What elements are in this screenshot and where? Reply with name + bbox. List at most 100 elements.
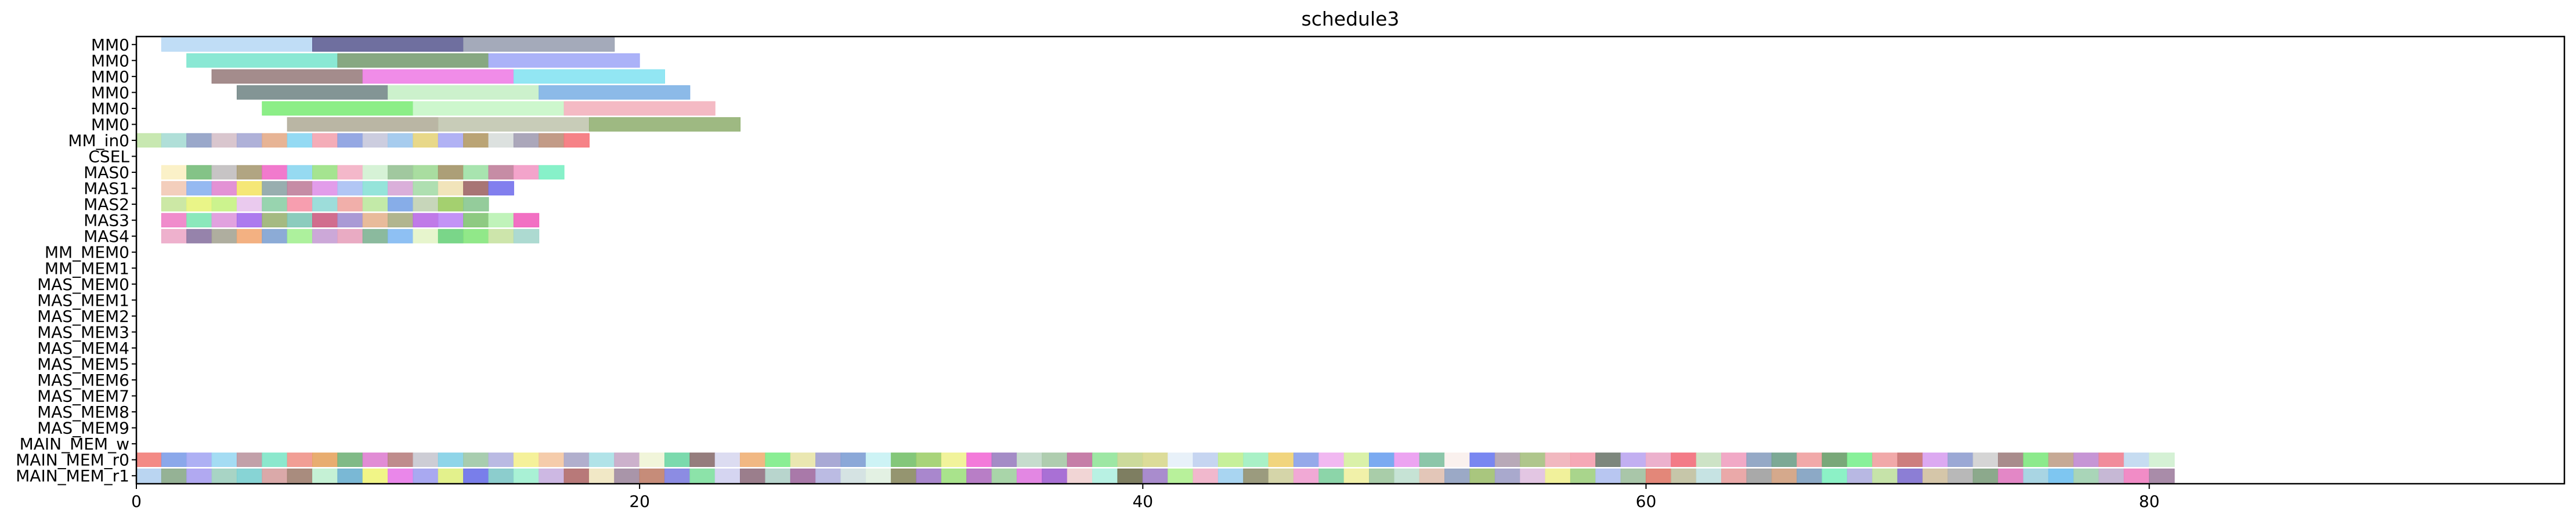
task-cell xyxy=(161,468,187,483)
task-cell xyxy=(236,165,263,180)
task-cell xyxy=(1394,468,1420,483)
task-cell xyxy=(312,468,338,483)
task-cell xyxy=(312,197,338,212)
task-cell xyxy=(1444,452,1471,467)
task-cell xyxy=(211,452,237,467)
task-cell xyxy=(1268,468,1294,483)
y-tick-label: MAS_MEM2 xyxy=(37,307,129,326)
task-cell xyxy=(513,229,540,244)
task-cell xyxy=(463,181,489,195)
x-tick-label: 40 xyxy=(1132,492,1153,511)
task-cell xyxy=(488,181,514,195)
task-bar xyxy=(463,37,615,52)
y-tick-label: MM0 xyxy=(91,35,129,55)
task-cell xyxy=(438,165,464,180)
task-bar xyxy=(236,85,389,100)
task-cell xyxy=(765,452,791,467)
task-cell xyxy=(2098,452,2125,467)
task-cell xyxy=(714,468,741,483)
task-cell xyxy=(916,468,942,483)
y-tick-label: MM0 xyxy=(91,83,129,102)
task-cell xyxy=(1671,452,1697,467)
task-cell xyxy=(815,452,841,467)
task-cell xyxy=(488,229,514,244)
task-cell xyxy=(438,133,464,148)
task-cell xyxy=(1771,468,1798,483)
task-cell xyxy=(1620,452,1646,467)
task-cell xyxy=(438,181,464,195)
y-tick-label: MAS_MEM9 xyxy=(37,419,129,438)
task-cell xyxy=(287,452,313,467)
task-cell xyxy=(563,468,590,483)
task-cell xyxy=(2073,452,2100,467)
task-cell xyxy=(161,452,187,467)
task-cell xyxy=(262,197,288,212)
task-cell xyxy=(186,181,212,195)
task-cell xyxy=(312,165,338,180)
task-cell xyxy=(413,133,439,148)
task-bar xyxy=(438,117,590,132)
task-cell xyxy=(287,133,313,148)
task-cell xyxy=(513,165,540,180)
task-cell xyxy=(362,213,389,228)
task-cell xyxy=(891,468,917,483)
task-bar xyxy=(312,37,464,52)
task-cell xyxy=(262,213,288,228)
task-cell xyxy=(312,452,338,467)
y-tick-label: MAS_MEM5 xyxy=(37,354,129,374)
task-cell xyxy=(1117,452,1143,467)
task-cell xyxy=(388,165,414,180)
task-cell xyxy=(1948,468,1974,483)
task-cell xyxy=(991,468,1018,483)
task-cell xyxy=(1922,468,1949,483)
task-cell xyxy=(161,181,187,195)
task-cell xyxy=(388,213,414,228)
task-cell xyxy=(262,181,288,195)
task-cell xyxy=(790,468,816,483)
task-bar xyxy=(388,85,540,100)
task-cell xyxy=(186,452,212,467)
y-tick-label: MAS3 xyxy=(84,211,129,230)
y-tick-label: CSEL xyxy=(88,147,129,166)
y-tick-label: MAS_MEM6 xyxy=(37,371,129,390)
task-cell xyxy=(236,229,263,244)
task-cell xyxy=(765,468,791,483)
task-cell xyxy=(362,181,389,195)
task-cell xyxy=(211,197,237,212)
task-cell xyxy=(639,468,666,483)
task-cell xyxy=(1142,468,1169,483)
y-tick-label: MAS4 xyxy=(84,227,129,246)
task-cell xyxy=(1369,452,1395,467)
task-cell xyxy=(337,133,363,148)
task-cell xyxy=(312,213,338,228)
task-cell xyxy=(388,452,414,467)
task-cell xyxy=(1872,452,1898,467)
y-tick-label: MM_in0 xyxy=(68,131,129,150)
task-cell xyxy=(463,133,489,148)
task-cell xyxy=(287,181,313,195)
task-cell xyxy=(1017,468,1043,483)
task-cell xyxy=(1469,468,1495,483)
task-cell xyxy=(1017,452,1043,467)
task-cell xyxy=(1545,468,1571,483)
task-cell xyxy=(312,229,338,244)
task-cell xyxy=(1595,452,1621,467)
y-tick-label: MM0 xyxy=(91,115,129,134)
x-tick-label: 60 xyxy=(1636,492,1657,511)
task-cell xyxy=(463,165,489,180)
task-cell xyxy=(337,452,363,467)
task-cell xyxy=(438,468,464,483)
task-cell xyxy=(1419,452,1446,467)
task-cell xyxy=(1771,452,1798,467)
task-cell xyxy=(211,165,237,180)
task-cell xyxy=(362,133,389,148)
task-cell xyxy=(186,468,212,483)
task-cell xyxy=(488,468,514,483)
task-cell xyxy=(186,229,212,244)
task-cell xyxy=(840,452,866,467)
task-cell xyxy=(2149,468,2175,483)
task-cell xyxy=(1168,468,1194,483)
task-cell xyxy=(1042,468,1068,483)
task-cell xyxy=(287,229,313,244)
task-bar xyxy=(211,69,363,84)
